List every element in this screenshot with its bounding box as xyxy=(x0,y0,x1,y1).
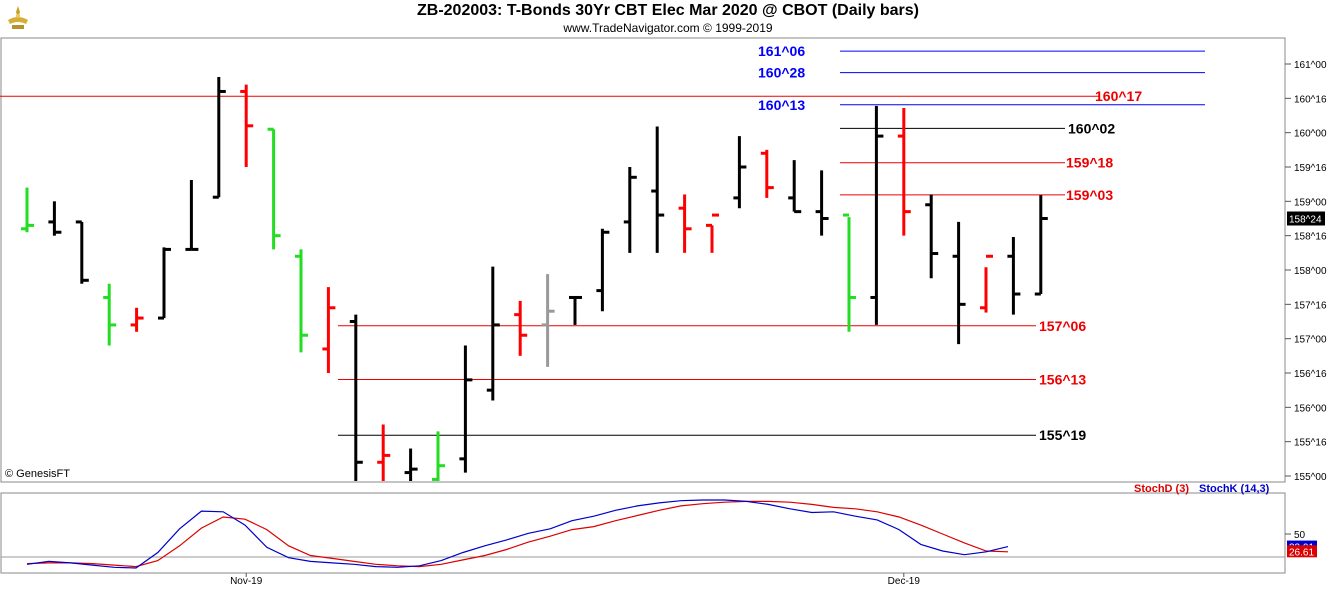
ohlc-bar xyxy=(870,105,884,325)
y-tick-label: 160^16 xyxy=(1294,94,1327,105)
x-tick-label: Nov-19 xyxy=(230,576,263,587)
indicator-panel-frame xyxy=(0,492,1286,574)
level-label-161^06: 161^06 xyxy=(758,43,805,59)
ohlc-bar xyxy=(843,213,856,332)
y-tick-label: 157^16 xyxy=(1294,300,1327,311)
ohlc-bar xyxy=(322,287,336,373)
ohlc-bar xyxy=(651,126,665,253)
level-label-157^06: 157^06 xyxy=(1039,318,1086,334)
ohlc-bar xyxy=(48,201,62,236)
y-tick-label: 158^16 xyxy=(1294,232,1327,243)
ohlc-bar xyxy=(377,424,391,481)
series-stoch_d xyxy=(26,500,1009,568)
y-tick-label: 161^00 xyxy=(1294,60,1327,71)
ohlc-bar xyxy=(185,180,199,251)
level-label-160^02: 160^02 xyxy=(1068,120,1115,136)
stoch-d-badge xyxy=(1287,545,1317,558)
ohlc-bar xyxy=(815,170,829,236)
ohlc-bar xyxy=(432,431,445,481)
ohlc-bar xyxy=(925,194,939,279)
last-price-label: 158^24 xyxy=(1289,215,1322,226)
y-tick-label: 156^16 xyxy=(1294,369,1327,380)
y-tick-label: 156^00 xyxy=(1294,403,1327,414)
level-label-160^13: 160^13 xyxy=(758,97,805,113)
x-tick-label: Dec-19 xyxy=(888,576,921,587)
level-label-159^18: 159^18 xyxy=(1066,155,1113,171)
ohlc-bar xyxy=(733,136,747,209)
y-tick-label: 155^00 xyxy=(1294,472,1327,483)
ohlc-bar xyxy=(1007,237,1021,315)
level-label-160^17: 160^17 xyxy=(1095,88,1142,104)
ohlc-bar xyxy=(980,254,993,313)
legend-stoch-k: StochK (14,3) xyxy=(1199,483,1270,495)
ohlc-bar xyxy=(952,221,966,345)
ohlc-bar xyxy=(130,307,144,332)
ohlc-bar xyxy=(760,149,774,198)
series-stoch_k xyxy=(26,499,1009,569)
ohlc-bar xyxy=(788,160,802,214)
ohlc-bar xyxy=(596,228,610,312)
ohlc-bar xyxy=(404,448,418,481)
ohlc-bar xyxy=(541,274,555,367)
ohlc-bar xyxy=(158,247,171,320)
chart-title: ZB-202003: T-Bonds 30Yr CBT Elec Mar 202… xyxy=(417,2,919,19)
y-tick-label: 159^16 xyxy=(1294,163,1327,174)
y-tick-label: 155^16 xyxy=(1294,438,1327,449)
ohlc-bar xyxy=(212,77,226,199)
chart-subtitle: www.TradeNavigator.com © 1999-2019 xyxy=(563,21,773,35)
stoch-d-value: 26.61 xyxy=(1289,547,1314,558)
ohlc-bar xyxy=(623,167,637,253)
ohlc-bar xyxy=(295,249,308,353)
y-tick-label: 158^00 xyxy=(1294,266,1327,277)
y-tick-label: 159^00 xyxy=(1294,197,1327,208)
legend-stoch-d: StochD (3) xyxy=(1134,483,1189,495)
ohlc-bar xyxy=(103,283,117,346)
y-tick-label: 160^00 xyxy=(1294,129,1327,140)
level-label-155^19: 155^19 xyxy=(1039,427,1086,443)
ohlc-bar xyxy=(21,187,34,233)
genesis-logo-icon xyxy=(4,4,32,32)
ohlc-bar xyxy=(569,295,582,325)
copyright-label: © GenesisFT xyxy=(5,468,70,480)
level-label-160^28: 160^28 xyxy=(758,65,805,81)
ohlc-bar xyxy=(678,194,692,253)
ohlc-bar xyxy=(459,345,473,473)
ohlc-bar xyxy=(1034,195,1048,296)
level-label-156^13: 156^13 xyxy=(1039,371,1086,387)
ohlc-bar xyxy=(75,220,89,284)
ohlc-bar xyxy=(240,84,254,167)
y-tick-label: 157^00 xyxy=(1294,335,1327,346)
ohlc-bar xyxy=(349,314,363,481)
last-price-badge xyxy=(1287,211,1325,226)
ohlc-bar xyxy=(486,266,500,401)
ohlc-bar xyxy=(897,107,911,236)
ohlc-bar xyxy=(267,127,281,250)
ind-y-tick-label: 50 xyxy=(1294,530,1306,541)
ohlc-bar xyxy=(514,300,528,356)
level-label-159^03: 159^03 xyxy=(1066,187,1113,203)
ohlc-bar xyxy=(706,213,719,253)
